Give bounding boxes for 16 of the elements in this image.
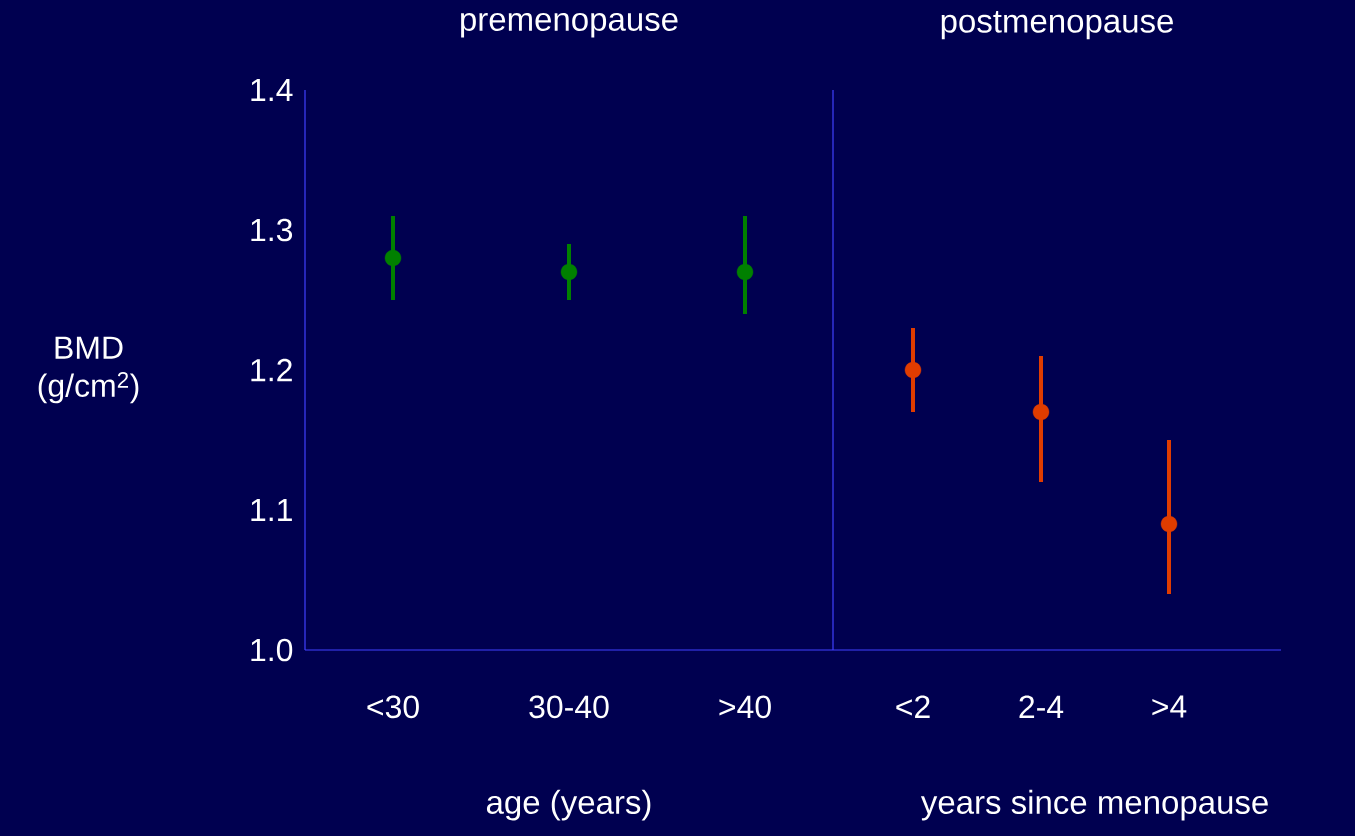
chart-title: postmenopause: [941, 11, 1173, 40]
y-tick-label: 1.4: [251, 79, 293, 102]
x-axis-title: years since menopause: [920, 789, 1268, 821]
y-axis-title: BMD (g/cm$^{2}$): [38, 336, 139, 404]
x-tick-label: 2-4: [1019, 695, 1064, 718]
chart-title: premenopause: [461, 12, 678, 38]
y-tick-label: 1.3: [251, 218, 293, 242]
x-axis-title: age (years): [486, 789, 651, 821]
x-tick-label: >40: [719, 695, 771, 719]
x-tick-label: <30: [367, 695, 419, 719]
x-tick-label: <2: [896, 695, 930, 718]
x-tick-label: >4: [1152, 695, 1187, 718]
y-tick-label: 1.2: [251, 358, 292, 382]
y-tick-label: 1.0: [251, 638, 293, 662]
y-tick-label: 1.1: [251, 499, 292, 522]
x-tick-label: 30-40: [529, 695, 609, 719]
